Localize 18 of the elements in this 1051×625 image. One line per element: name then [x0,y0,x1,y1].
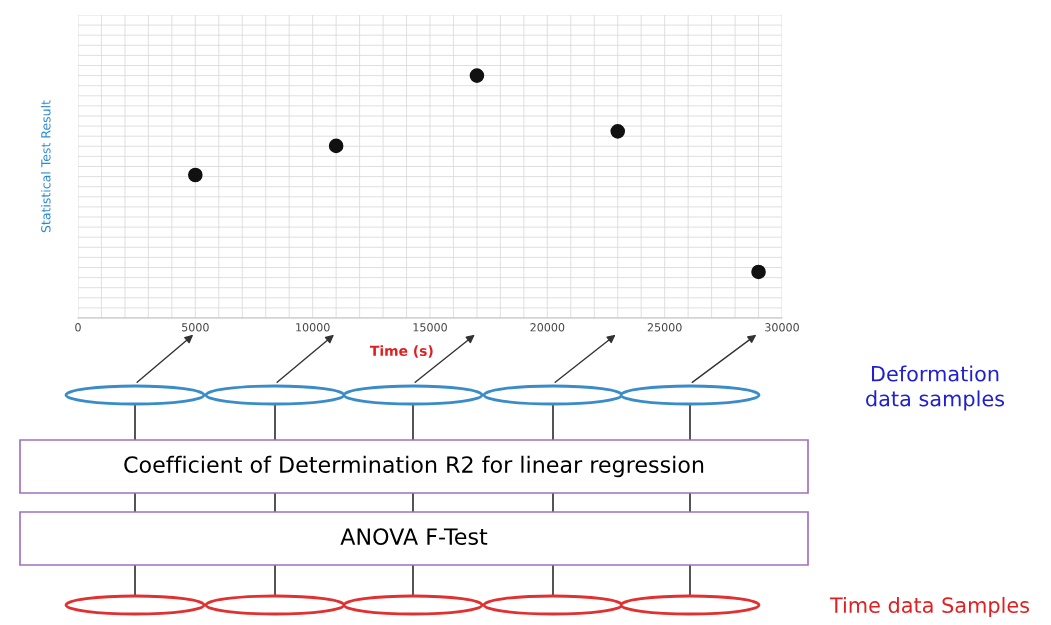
point [610,124,626,139]
x-tick-label: 25000 [647,323,682,332]
x-tick-label: 0 [75,323,81,332]
x-tick-label: 10000 [296,323,330,332]
text: ANOVA F-Test [340,528,488,545]
point [328,138,344,154]
x-tick-label: 20000 [530,323,565,332]
text: Time data Samples [829,596,1030,618]
x-axis-title: Time (s) [369,345,433,358]
text: Coefficient of Determination R2 for linear regression [124,455,704,478]
x-tick-label: 30000 [765,323,799,332]
point [188,167,203,183]
y-axis-title: Statistical Test Result [40,100,51,233]
x-tick-label: 15000 [413,323,447,332]
point [751,264,766,280]
text: Deformation data samples [866,365,1005,411]
x-tick-label: 5000 [182,323,209,332]
point [469,68,485,83]
